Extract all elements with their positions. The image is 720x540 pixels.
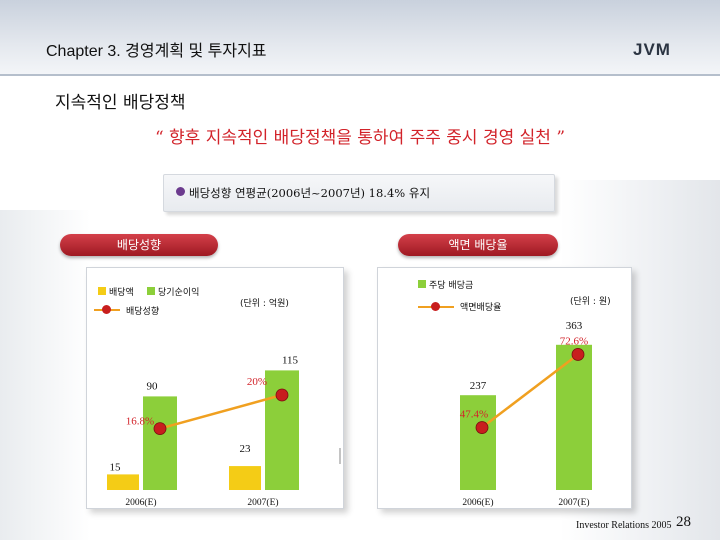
page-number: 28 (676, 514, 691, 530)
left-unit-label: (단위 : 억원) (240, 299, 289, 309)
header-divider (0, 74, 720, 76)
legend-dividend-swatch (98, 287, 106, 295)
label-dividend-0: 15 (110, 461, 122, 473)
x-tick-left-0: 2006(E) (125, 497, 156, 508)
payout-heading: 배당성향 (60, 234, 218, 256)
header-band: Chapter 3. 경영계획 및 투자지표 JVM (0, 0, 720, 74)
legend-payout-label: 배당성향 (126, 307, 160, 317)
legend-yield-label: 액면배당율 (460, 303, 502, 313)
legend-yield-dot (431, 302, 440, 311)
bar-dps-1 (556, 344, 592, 490)
label-dps-0: 237 (470, 380, 487, 392)
label-net-income-1: 115 (282, 354, 299, 366)
payout-label-0: 16.8% (126, 416, 154, 428)
bar-net-income-1 (265, 370, 299, 490)
payout-chart-panel (86, 267, 344, 509)
summary-text: 배당성향 연평균(2006년~2007년) 18.4% 유지 (189, 186, 431, 200)
x-tick-right-1: 2007(E) (558, 497, 589, 508)
legend-net-income-label: 당기순이익 (158, 288, 200, 298)
x-tick-left-1: 2007(E) (247, 497, 278, 508)
yield-label-1: 72.6% (560, 335, 588, 347)
yield-line (481, 353, 579, 429)
bullet-icon (176, 187, 185, 196)
bar-dps-0 (460, 395, 496, 490)
yield-label-0: 47.4% (460, 409, 488, 421)
yield-point-1 (571, 348, 585, 361)
payout-line (159, 393, 283, 430)
dividend-yield-heading: 액면 배당율 (398, 234, 558, 256)
yield-point-0 (475, 421, 489, 434)
label-net-income-0: 90 (147, 380, 159, 392)
legend-dps-swatch (418, 280, 426, 288)
bar-net-income-0 (143, 396, 177, 490)
footer-label: Investor Relations 2005 (576, 520, 672, 531)
payout-label-1: 20% (247, 376, 267, 388)
label-dividend-1: 23 (240, 443, 252, 455)
legend-dividend-label: 배당액 (109, 288, 134, 298)
legend-net-income-swatch (147, 287, 155, 295)
payout-point-1 (275, 388, 289, 402)
legend-payout-dot (102, 305, 111, 314)
summary-box: 배당성향 연평균(2006년~2007년) 18.4% 유지 (163, 174, 555, 212)
chapter-title: Chapter 3. 경영계획 및 투자지표 (46, 43, 267, 60)
label-dps-1: 363 (566, 320, 583, 332)
x-tick-right-0: 2006(E) (462, 497, 493, 508)
payout-point-0 (153, 422, 167, 436)
legend-dps-label: 주당 배당금 (429, 281, 474, 291)
right-unit-label: (단위 : 원) (570, 297, 611, 307)
bar-dividend-1 (229, 466, 261, 490)
bar-dividend-0 (107, 474, 139, 490)
company-logo: JVM (633, 40, 671, 59)
section-title: 지속적인 배당정책 (55, 93, 186, 113)
policy-quote: “ 향후 지속적인 배당정책을 통하여 주주 중시 경영 실천 ” (154, 128, 566, 148)
background-decoration-left (0, 210, 90, 540)
